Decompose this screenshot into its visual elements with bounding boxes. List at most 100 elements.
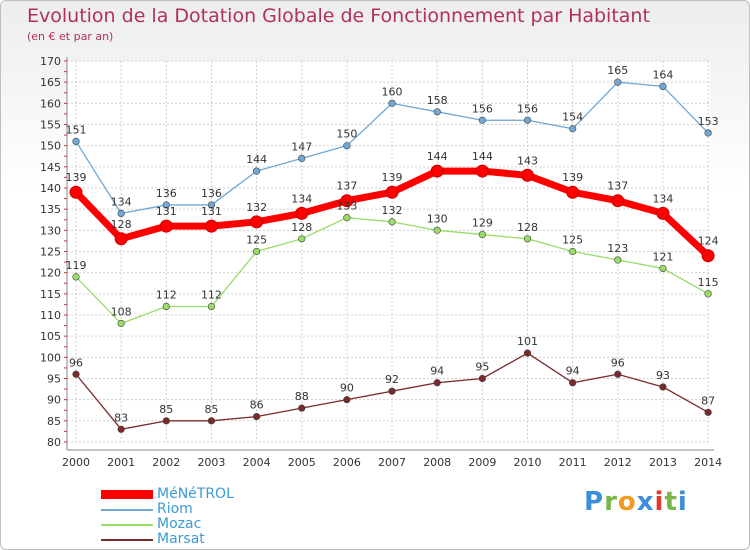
data-label: 123 [607,242,628,255]
data-point [523,349,532,357]
y-tick-label: 145 [40,161,61,174]
data-label: 119 [66,259,87,272]
y-tick-label: 105 [40,330,61,343]
legend-swatch [101,490,153,499]
series-layer [69,78,715,433]
data-point [614,78,622,86]
data-label: 83 [114,411,128,424]
data-point [569,247,577,256]
logo-letter: t [664,487,678,517]
data-point [701,249,715,263]
data-point [523,116,532,124]
data-point [614,370,622,378]
legend-label: Marsat [157,531,205,547]
logo-letter: x [636,487,655,517]
data-point [72,137,80,146]
logo-letter: P [584,487,605,517]
x-tick-label: 2001 [107,456,135,469]
data-label: 96 [611,356,625,369]
data-point [253,167,261,175]
data-point [298,235,306,243]
x-tick-label: 2000 [62,456,90,469]
data-label: 131 [201,205,222,218]
data-point [611,194,625,208]
data-label: 165 [607,64,628,77]
data-label: 94 [566,365,580,378]
data-point [72,273,80,281]
data-point [523,235,532,243]
x-tick-label: 2011 [559,456,587,469]
data-label: 90 [340,382,354,395]
legend: MéNéTROL Riom Mozac Marsat [101,487,234,547]
data-point [117,319,125,328]
data-point [162,417,170,425]
data-label: 137 [607,180,628,193]
data-label: 136 [201,187,222,200]
legend-swatch [101,508,153,511]
data-point [433,108,441,116]
data-label: 96 [69,356,83,369]
data-label: 121 [652,250,673,263]
data-label: 156 [472,102,493,115]
data-label: 85 [159,403,173,416]
data-point [253,247,261,256]
data-label: 128 [111,218,132,231]
x-tick-label: 2010 [514,456,542,469]
data-point [388,387,396,395]
data-point [478,230,486,239]
data-point [433,379,441,387]
x-tick-label: 2005 [288,456,316,469]
data-label: 131 [156,205,177,218]
data-label: 128 [517,221,538,234]
data-point [430,164,444,178]
y-tick-label: 95 [47,373,61,386]
data-label: 115 [698,276,719,289]
data-label: 112 [156,289,177,302]
data-point [114,232,128,246]
data-label: 94 [430,365,444,378]
data-label: 139 [66,171,87,184]
x-tick-label: 2012 [604,456,632,469]
data-label: 93 [656,369,670,382]
data-point [614,256,622,264]
data-point [388,218,396,226]
data-point [659,264,667,273]
data-label: 158 [427,94,448,107]
data-label: 132 [246,201,267,214]
data-label: 129 [472,217,493,230]
logo-letter: o [617,487,637,517]
y-tick-label: 135 [40,203,61,216]
data-label: 144 [427,150,448,163]
data-point [72,370,80,378]
data-point [385,185,399,199]
y-tick-label: 90 [47,394,61,407]
x-tick-label: 2006 [333,456,361,469]
data-label: 124 [698,235,719,248]
y-tick-label: 120 [40,267,61,280]
data-label: 144 [246,153,267,166]
data-point [521,168,534,182]
data-label: 147 [291,140,312,153]
data-point [569,379,577,387]
legend-item-ménétrol: MéNéTROL [101,487,234,502]
data-point [659,82,667,90]
data-point [298,404,306,412]
data-label: 151 [66,123,87,136]
x-tick-label: 2002 [152,456,180,469]
data-point [340,194,354,208]
data-point [204,219,218,233]
chart-title: Evolution de la Dotation Globale de Fonc… [27,5,650,27]
legend-swatch [101,523,153,526]
legend-label: Riom [157,501,193,517]
grid-layer [67,60,710,443]
data-label: 134 [291,192,312,205]
data-point [704,290,712,298]
data-label: 139 [562,171,583,184]
data-point [343,142,351,150]
y-tick-label: 100 [40,351,61,364]
data-label: 130 [427,212,448,225]
chart-subtitle: (en € et par an) [27,30,114,43]
data-label: 125 [562,234,583,247]
